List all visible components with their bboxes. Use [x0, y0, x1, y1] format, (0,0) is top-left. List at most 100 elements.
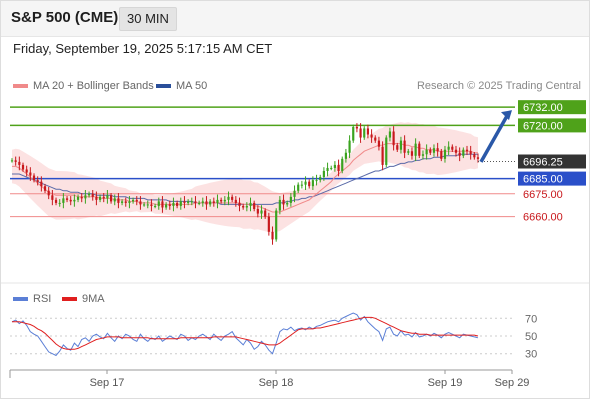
candle	[275, 210, 278, 240]
candle	[183, 201, 186, 203]
candle	[407, 151, 410, 153]
candle	[14, 160, 17, 162]
candle	[436, 148, 439, 152]
rsi-line	[11, 312, 479, 357]
ma50-swatch	[156, 84, 171, 89]
candle	[289, 196, 292, 203]
candle	[359, 128, 362, 138]
candle	[319, 177, 322, 181]
candle	[40, 181, 43, 187]
candle	[91, 193, 94, 197]
candle	[352, 126, 355, 141]
candle	[205, 201, 208, 205]
legend-9ma: 9MA	[62, 293, 105, 305]
candle	[278, 199, 281, 211]
candle	[194, 201, 197, 203]
header-bar: S&P 500 (CME) 30 MIN	[0, 0, 590, 37]
candle	[128, 201, 131, 203]
candle	[165, 204, 168, 208]
candle	[223, 199, 226, 202]
candle	[308, 181, 311, 187]
candle	[363, 128, 366, 138]
candle	[388, 131, 392, 138]
level-label-6732.00: 6732.00	[523, 102, 563, 114]
candle	[344, 152, 347, 159]
candle	[18, 161, 21, 165]
candle	[385, 137, 388, 165]
candle	[87, 193, 91, 196]
candle	[256, 209, 259, 214]
candle	[341, 158, 344, 171]
candle	[414, 143, 417, 156]
candle	[80, 196, 83, 199]
level-tag-6685.00	[518, 171, 586, 186]
candle	[238, 202, 241, 206]
candle	[43, 186, 47, 191]
candle	[447, 146, 450, 150]
candle	[201, 201, 204, 203]
candle	[425, 149, 428, 155]
candle	[51, 195, 54, 200]
candle	[190, 201, 193, 203]
candle	[260, 210, 263, 214]
candle	[209, 201, 212, 205]
candle	[242, 205, 245, 208]
level-label-6675.00: 6675.00	[523, 189, 563, 201]
timeframe-badge[interactable]: 30 MIN	[119, 7, 177, 31]
legend-ma20-label: MA 20 + Bollinger Bands	[33, 80, 154, 92]
last-price-label: 6696.25	[523, 157, 563, 169]
candle	[62, 198, 65, 203]
candle	[25, 169, 28, 173]
candle	[65, 198, 69, 200]
candle	[234, 199, 237, 203]
candle	[315, 180, 318, 182]
candle	[139, 201, 142, 205]
candle	[293, 190, 296, 197]
ma9-swatch	[62, 297, 77, 302]
last-price-tag	[518, 154, 586, 169]
candle	[102, 196, 105, 199]
candle	[113, 198, 116, 202]
candle	[403, 140, 406, 153]
legend-9ma-label: 9MA	[82, 293, 105, 305]
report-datetime: Friday, September 19, 2025 5:17:15 AM CE…	[13, 41, 273, 56]
candle	[465, 149, 469, 152]
candle	[410, 151, 414, 156]
candle	[300, 184, 303, 186]
candle	[146, 204, 149, 206]
candle	[161, 201, 164, 208]
x-tick-label: Sep 29	[495, 377, 530, 389]
candle	[179, 201, 182, 206]
candle	[143, 204, 146, 206]
candle	[377, 140, 381, 147]
candle	[297, 184, 300, 191]
rsi-tick-70: 70	[525, 313, 537, 325]
level-tag-6720.00	[518, 118, 586, 133]
candle	[355, 126, 359, 129]
legend-ma50-label: MA 50	[176, 80, 208, 92]
candle	[150, 204, 153, 206]
candle	[176, 202, 179, 206]
candle	[198, 202, 201, 204]
candle	[476, 157, 480, 159]
candle	[73, 199, 76, 202]
candle	[440, 151, 443, 159]
candle	[76, 196, 80, 200]
candle	[432, 148, 436, 153]
candle	[98, 196, 102, 200]
candle	[348, 140, 351, 153]
candle	[392, 131, 395, 146]
candle	[131, 199, 135, 202]
candle	[462, 149, 465, 156]
candle	[47, 190, 50, 196]
candle	[117, 198, 120, 203]
candle	[253, 202, 256, 209]
forecast-arrow-shaft	[479, 113, 510, 163]
candle	[227, 196, 230, 200]
candle	[374, 137, 377, 141]
candle	[220, 199, 223, 202]
candle	[429, 149, 432, 153]
candle	[245, 205, 248, 208]
ma20-swatch	[13, 84, 28, 89]
